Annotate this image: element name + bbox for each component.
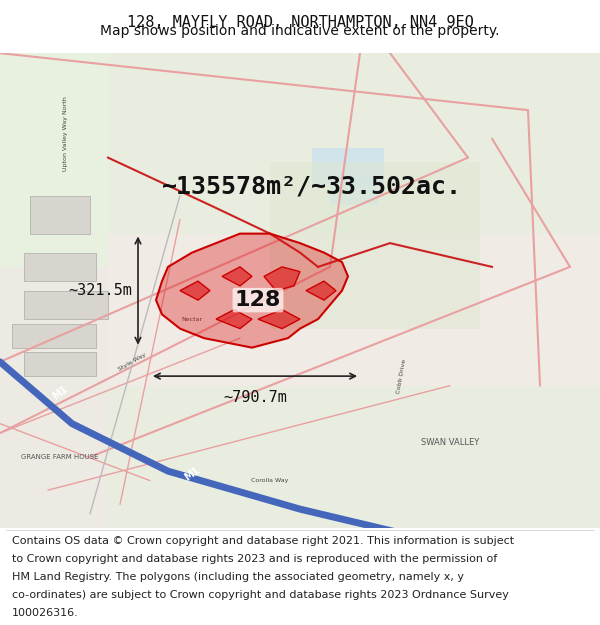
- Bar: [318, 53, 600, 234]
- Bar: [12, 324, 96, 348]
- Text: ~321.5m: ~321.5m: [68, 283, 132, 298]
- Bar: [24, 291, 108, 319]
- Text: 128, MAYFLY ROAD, NORTHAMPTON, NN4 9EQ: 128, MAYFLY ROAD, NORTHAMPTON, NN4 9EQ: [127, 15, 473, 30]
- Text: 128: 128: [235, 290, 281, 310]
- Polygon shape: [306, 281, 336, 300]
- Bar: [270, 162, 480, 329]
- Bar: [330, 177, 378, 205]
- Text: ~135578m²/~33.502ac.: ~135578m²/~33.502ac.: [162, 174, 462, 198]
- Text: Upton Valley Way North: Upton Valley Way North: [64, 96, 68, 171]
- Text: Nectar: Nectar: [181, 317, 203, 322]
- Polygon shape: [156, 234, 348, 348]
- Text: 100026316.: 100026316.: [12, 608, 79, 618]
- Text: GRANGE FARM HOUSE: GRANGE FARM HOUSE: [21, 454, 99, 460]
- Bar: [0, 53, 108, 267]
- Text: M1: M1: [182, 465, 202, 482]
- Text: Corolla Way: Corolla Way: [251, 478, 289, 483]
- Bar: [24, 352, 96, 376]
- Text: to Crown copyright and database rights 2023 and is reproduced with the permissio: to Crown copyright and database rights 2…: [12, 554, 497, 564]
- Bar: [0, 267, 108, 528]
- Polygon shape: [264, 267, 300, 291]
- Bar: [24, 253, 96, 281]
- Bar: [30, 196, 90, 234]
- Text: M1: M1: [50, 384, 70, 402]
- Text: ~790.7m: ~790.7m: [223, 391, 287, 406]
- Polygon shape: [216, 309, 252, 329]
- Polygon shape: [222, 267, 252, 286]
- Bar: [312, 148, 384, 186]
- Text: Map shows position and indicative extent of the property.: Map shows position and indicative extent…: [100, 24, 500, 38]
- Text: Contains OS data © Crown copyright and database right 2021. This information is : Contains OS data © Crown copyright and d…: [12, 536, 514, 546]
- Text: Style Way: Style Way: [117, 352, 147, 372]
- Text: co-ordinates) are subject to Crown copyright and database rights 2023 Ordnance S: co-ordinates) are subject to Crown copyr…: [12, 589, 509, 599]
- Bar: [108, 53, 318, 234]
- Text: HM Land Registry. The polygons (including the associated geometry, namely x, y: HM Land Registry. The polygons (includin…: [12, 572, 464, 582]
- Polygon shape: [258, 309, 300, 329]
- Text: Cobb Drive: Cobb Drive: [397, 358, 407, 394]
- Text: SWAN VALLEY: SWAN VALLEY: [421, 438, 479, 447]
- Bar: [108, 386, 600, 528]
- Polygon shape: [180, 281, 210, 300]
